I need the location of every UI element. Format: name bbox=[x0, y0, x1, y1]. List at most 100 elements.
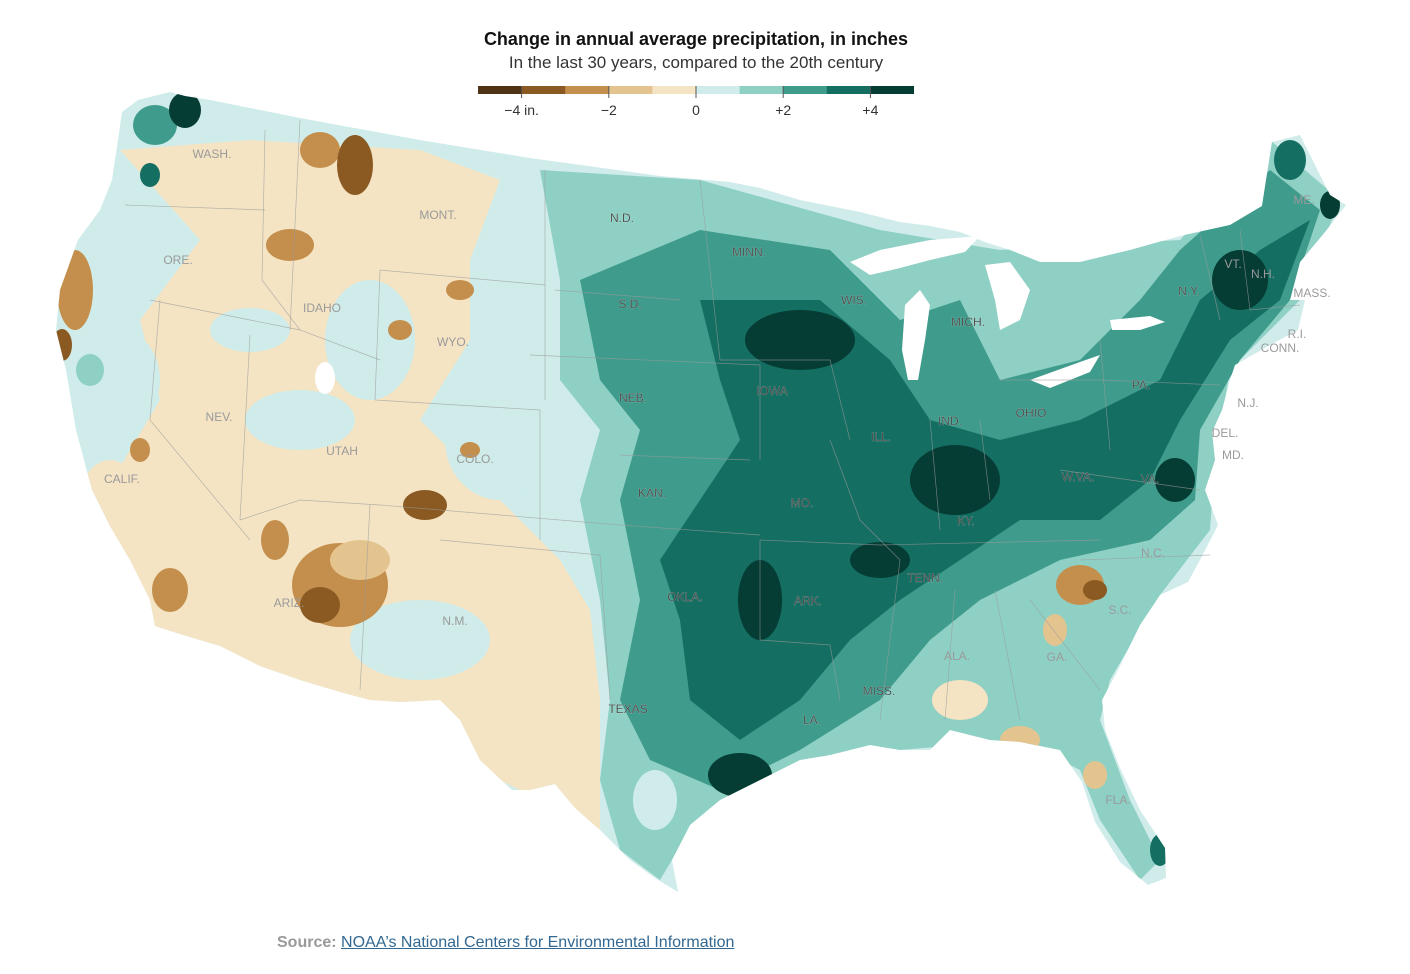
dry-patch bbox=[403, 490, 447, 520]
dry-patch bbox=[460, 442, 480, 458]
se-dry-patch bbox=[1083, 580, 1107, 600]
state-label: ALA. bbox=[944, 649, 970, 663]
state-label: KY. bbox=[957, 514, 975, 528]
legend-swatch bbox=[696, 86, 741, 94]
state-label: VA. bbox=[1141, 472, 1159, 486]
state-label: WYO. bbox=[437, 335, 469, 349]
dry-patch bbox=[300, 587, 340, 623]
state-label: OHIO bbox=[1016, 406, 1047, 420]
legend-swatch bbox=[521, 86, 566, 94]
state-label: MO. bbox=[791, 496, 814, 510]
state-label: S.C. bbox=[1108, 603, 1131, 617]
source-label: Source: bbox=[277, 934, 337, 951]
west-wet-patch bbox=[210, 308, 290, 352]
source-line: Source: NOAA’s National Centers for Envi… bbox=[277, 934, 734, 952]
dry-patch bbox=[337, 135, 373, 195]
lake-huron bbox=[985, 262, 1030, 330]
west-wet-patch bbox=[245, 390, 355, 450]
color-legend: −4 in. −2 0 +2 +4 bbox=[478, 86, 914, 120]
west-wet-patch bbox=[80, 330, 160, 430]
state-label: DEL. bbox=[1212, 426, 1239, 440]
dry-patch bbox=[330, 540, 390, 580]
dry-patch bbox=[388, 320, 412, 340]
state-label: MISS. bbox=[863, 684, 896, 698]
wet-core bbox=[910, 445, 1000, 515]
se-dry-patch bbox=[1043, 614, 1067, 646]
legend-tick-label: +4 bbox=[862, 102, 878, 118]
wet-core bbox=[850, 542, 910, 578]
source-link[interactable]: NOAA’s National Centers for Environmenta… bbox=[341, 934, 735, 951]
wet-patch bbox=[133, 105, 177, 145]
dry-patch bbox=[446, 280, 474, 300]
state-label: FLA. bbox=[1105, 793, 1130, 807]
dry-patch bbox=[130, 438, 150, 462]
legend-swatch bbox=[739, 86, 784, 94]
dry-patch bbox=[261, 520, 289, 560]
state-label: VT. bbox=[1224, 257, 1241, 271]
legend-ticks: −4 in. −2 0 +2 +4 bbox=[504, 86, 879, 118]
wet-core bbox=[1150, 834, 1170, 866]
state-label: MINN. bbox=[732, 245, 766, 259]
texas-light-patch bbox=[633, 770, 677, 830]
state-label: W.VA. bbox=[1062, 470, 1094, 484]
state-label: IDAHO bbox=[303, 301, 341, 315]
wet-core bbox=[1320, 191, 1340, 219]
state-label: ME. bbox=[1293, 193, 1314, 207]
state-label: N.Y. bbox=[1178, 284, 1200, 298]
lake-michigan bbox=[902, 290, 930, 380]
wet-core bbox=[1212, 250, 1268, 310]
se-dry-patch bbox=[840, 765, 860, 785]
state-label: R.I. bbox=[1288, 327, 1307, 341]
state-label: N.H. bbox=[1251, 267, 1275, 281]
state-label: PA. bbox=[1132, 378, 1150, 392]
state-label: ORE. bbox=[163, 253, 192, 267]
state-label: IOWA bbox=[756, 384, 788, 398]
precipitation-map: WASH. ORE. IDAHO MONT. WYO. NEV. UTAH CALIF. COL… bbox=[0, 80, 1410, 910]
state-label: OKLA. bbox=[667, 590, 702, 604]
legend-swatches bbox=[478, 86, 914, 94]
state-labels: WASH. ORE. IDAHO MONT. WYO. NEV. UTAH CALIF. COL… bbox=[104, 147, 1331, 807]
legend-swatch bbox=[826, 86, 871, 94]
state-label: MICH. bbox=[951, 315, 985, 329]
state-label: N.J. bbox=[1237, 396, 1258, 410]
state-label: N.M. bbox=[442, 614, 467, 628]
se-dry-patch bbox=[1000, 726, 1040, 754]
state-label: COLO. bbox=[456, 452, 493, 466]
state-label: CALIF. bbox=[104, 472, 140, 486]
state-label: MD. bbox=[1222, 448, 1244, 462]
wet-patch bbox=[169, 92, 201, 128]
se-wet-patch bbox=[982, 626, 1018, 654]
state-label: WASH. bbox=[193, 147, 232, 161]
wet-core bbox=[708, 753, 772, 797]
dry-patch bbox=[57, 250, 93, 330]
chart-title: Change in annual average precipitation, … bbox=[483, 29, 909, 49]
state-label: TENN. bbox=[907, 571, 943, 585]
west-wet-patch bbox=[350, 600, 490, 680]
wet-core bbox=[1274, 140, 1306, 180]
state-label: UTAH bbox=[326, 444, 358, 458]
west-wet-patch bbox=[445, 380, 555, 500]
state-label: NEV. bbox=[206, 410, 233, 424]
state-label: MASS. bbox=[1293, 286, 1330, 300]
state-label: LA. bbox=[803, 713, 821, 727]
state-label: IND. bbox=[938, 414, 962, 428]
lake-superior bbox=[850, 236, 980, 275]
state-label: N.C. bbox=[1141, 546, 1165, 560]
us-map: WASH. ORE. IDAHO MONT. WYO. NEV. UTAH CALIF. COL… bbox=[56, 92, 1346, 892]
legend-tick-label: +2 bbox=[775, 102, 791, 118]
legend-tick-label: 0 bbox=[692, 102, 700, 118]
state-borders bbox=[124, 119, 1301, 721]
wet-core bbox=[1155, 458, 1195, 502]
dry-patch bbox=[300, 132, 340, 168]
legend-swatch bbox=[565, 86, 610, 94]
state-label: MONT. bbox=[419, 208, 456, 222]
state-label: KAN. bbox=[638, 486, 666, 500]
state-label: CONN. bbox=[1261, 341, 1300, 355]
dry-patch bbox=[266, 229, 314, 261]
wet-patch bbox=[140, 163, 160, 187]
se-dry-patch bbox=[932, 680, 988, 720]
state-label: ARK. bbox=[794, 594, 822, 608]
state-label: TEXAS bbox=[608, 702, 647, 716]
legend-swatch bbox=[783, 86, 828, 94]
legend-scale: −4 in. −2 0 +2 +4 bbox=[478, 86, 914, 118]
